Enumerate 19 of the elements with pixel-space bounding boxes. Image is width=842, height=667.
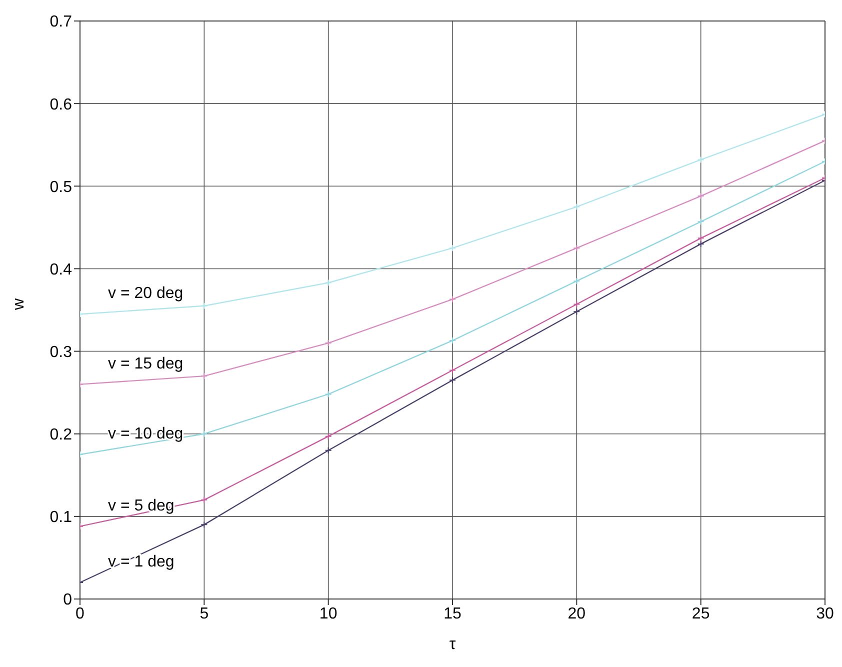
y-axis-title: w [10,298,28,311]
y-tick-label: 0.7 [50,14,72,31]
x-tick-label: 5 [200,605,209,622]
y-tick-label: 0.5 [50,178,72,196]
x-tick-label: 10 [319,605,338,622]
x-tick-label: 30 [816,605,834,622]
y-tick-label: 0.2 [50,426,72,444]
x-tick-label: 15 [444,605,462,622]
y-tick-label: 0.1 [50,509,72,526]
x-tick-label: 25 [692,605,710,622]
series-label: v = 15 deg [108,355,184,372]
x-axis-title: τ [449,636,456,653]
x-tick-label: 0 [76,605,85,622]
y-tick-label: 0.6 [50,96,72,114]
x-tick-label: 20 [568,605,586,622]
y-tick-label: 0.3 [50,344,72,361]
y-tick-label: 0.4 [50,261,72,278]
y-tick-label: 0 [63,592,72,609]
series-label: v = 20 deg [108,285,184,302]
